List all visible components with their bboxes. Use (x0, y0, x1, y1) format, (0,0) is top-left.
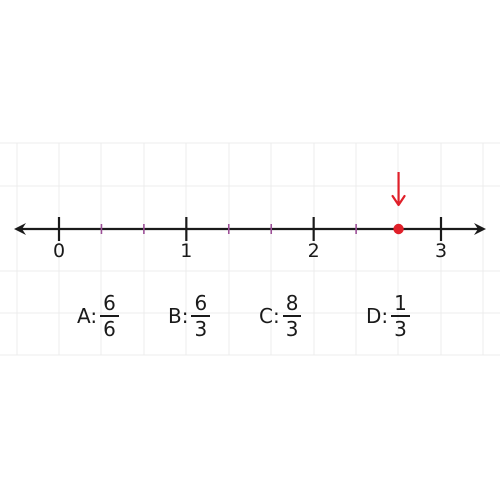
fraction: 6 3 (191, 291, 211, 341)
down-arrow-icon (391, 194, 406, 207)
denominator: 6 (103, 316, 116, 341)
tick-label-1: 1 (180, 240, 193, 262)
denominator: 3 (194, 316, 208, 341)
choice-letter: D: (366, 303, 389, 328)
background-grid (0, 142, 500, 356)
fraction: 8 3 (282, 291, 302, 341)
fraction: 6 6 (100, 293, 119, 339)
fraction-bar (191, 315, 211, 317)
numerator: 6 (103, 291, 116, 315)
choice-d: D: 1 3 (366, 293, 410, 339)
numerator: 1 (394, 291, 407, 315)
major-ticks (57, 217, 443, 241)
choice-letter: C: (259, 303, 280, 328)
choice-letter: B: (168, 303, 189, 328)
point-marker (391, 172, 406, 235)
right-arrowhead (474, 223, 486, 235)
tick-label-2: 2 (307, 240, 320, 262)
choice-a: A: 6 6 (77, 293, 119, 339)
fraction: 1 3 (391, 293, 410, 339)
choice-letter: A: (77, 303, 98, 328)
numerator: 8 (285, 291, 299, 315)
marked-point-dot (393, 223, 404, 235)
choice-c: C: 8 3 (259, 291, 302, 341)
denominator: 3 (394, 316, 407, 341)
fraction-bar (391, 315, 410, 317)
numerator: 6 (194, 291, 208, 315)
fraction-bar (282, 315, 302, 317)
choice-b: B: 6 3 (168, 291, 211, 341)
denominator: 3 (285, 316, 299, 341)
tick-label-0: 0 (52, 240, 66, 262)
left-arrowhead (14, 223, 26, 235)
tick-label-3: 3 (434, 240, 448, 262)
fraction-bar (100, 315, 119, 317)
